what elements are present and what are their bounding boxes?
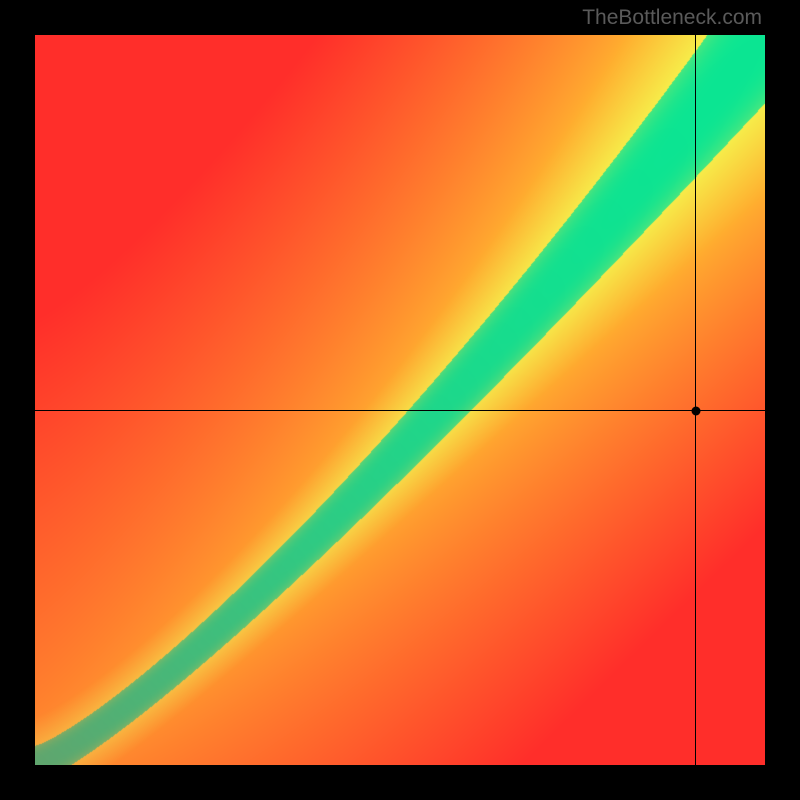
crosshair-marker-dot	[691, 406, 700, 415]
crosshair-vertical	[695, 35, 696, 765]
watermark-text: TheBottleneck.com	[582, 6, 762, 30]
heatmap-canvas	[35, 35, 765, 765]
crosshair-horizontal	[35, 410, 765, 411]
